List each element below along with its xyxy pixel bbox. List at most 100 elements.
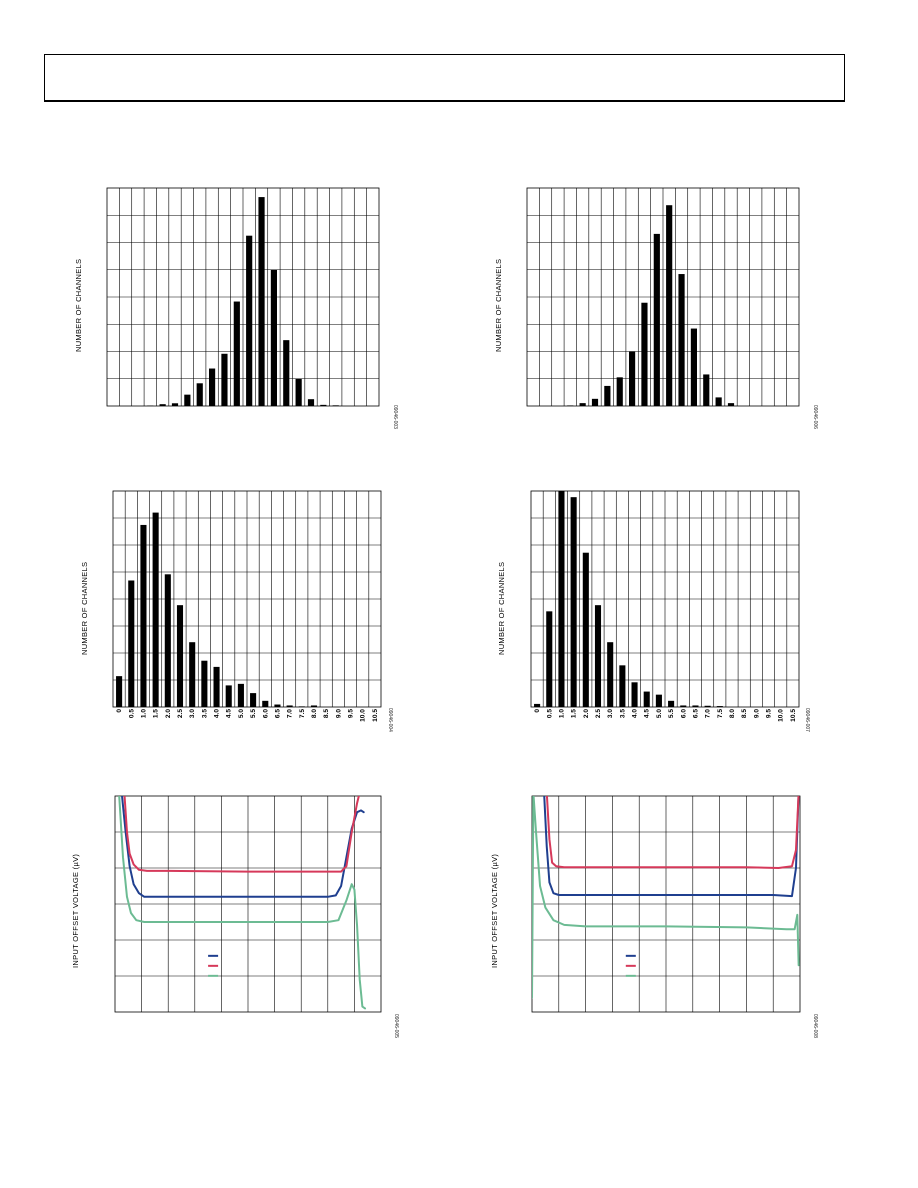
chart-3-bar: [310, 705, 318, 707]
chart-3-tick-label: 8.5: [323, 709, 330, 718]
chart-2-bar: [715, 397, 722, 406]
chart-3-tick-label: 4.0: [214, 709, 221, 718]
chart-3-tick-label: 3.5: [201, 709, 208, 718]
chart-1-bar: [320, 404, 327, 406]
chart-6-fig-id: 09046-008: [812, 1014, 818, 1038]
chart-5-bottom-left-offset-plot: [114, 795, 382, 1013]
chart-3-tick-label: 7.5: [299, 709, 306, 718]
chart-3-grid: [113, 491, 381, 707]
chart-3-bar: [128, 580, 135, 707]
chart-3-bar: [140, 524, 147, 707]
page-header-box: [44, 54, 845, 102]
chart-5-series-line-3: [118, 796, 367, 1010]
chart-2-bar: [579, 403, 586, 406]
chart-4-tick-label: 5.5: [668, 709, 675, 718]
chart-5-fig-id: 09046-005: [393, 1014, 399, 1038]
chart-1-plot-frame: [106, 187, 380, 407]
chart-1-bar: [246, 235, 253, 406]
chart-6-grid: [532, 796, 800, 1012]
chart-1-grid: [107, 188, 379, 406]
chart-3-mid-left-histogram: 0 0.5 1.0 1.5 2.0 2.5 3.0 3.5 4.0 4.5 5.0 5.5 6.0 6.5…: [112, 490, 382, 722]
chart-1-bar: [196, 383, 203, 406]
chart-3-tick-label: 6.0: [262, 709, 269, 718]
chart-2-bar: [666, 205, 673, 406]
chart-5-grid: [115, 796, 381, 1012]
chart-3-tick-label: 7.0: [287, 709, 294, 718]
chart-3-plot-frame: [112, 490, 382, 708]
chart-6-ylabel: INPUT OFFSET VOLTAGE (µV): [490, 853, 499, 968]
chart-4-ylabel: NUMBER OF CHANNELS: [497, 561, 506, 655]
chart-3-bar: [286, 705, 293, 707]
chart-5-ylabel: INPUT OFFSET VOLTAGE (µV): [71, 853, 80, 968]
chart-3-tick-label: 6.5: [274, 709, 281, 718]
chart-3-tick-label: 0.5: [128, 709, 135, 718]
chart-3-bar: [225, 685, 232, 707]
chart-2-bar: [641, 302, 648, 406]
chart-4-fig-id: 09046-007: [804, 708, 810, 732]
chart-2-bar: [690, 328, 697, 406]
chart-4-tick-label: 6.5: [692, 709, 699, 718]
chart-3-bar: [298, 706, 305, 707]
chart-4-tick-label: 1.0: [558, 709, 565, 718]
chart-4-bar: [692, 705, 699, 707]
chart-3-tick-label: 9.5: [348, 709, 355, 718]
chart-1-bar: [295, 378, 302, 406]
chart-4-tick-label: 4.5: [644, 709, 651, 718]
chart-4-bar: [594, 605, 602, 707]
chart-3-tick-label: 4.5: [226, 709, 233, 718]
chart-4-tick-label: 0: [534, 709, 541, 713]
chart-3-tick-label: 3.0: [189, 709, 196, 718]
chart-1-bar: [184, 394, 191, 406]
chart-4-bar: [570, 497, 577, 707]
chart-4-bar: [558, 491, 565, 707]
chart-6-series-line-2: [545, 796, 800, 869]
chart-2-top-right-histogram: [526, 187, 800, 407]
chart-4-bar: [655, 694, 662, 707]
chart-4-bar: [643, 691, 650, 707]
chart-4-bar: [546, 611, 553, 707]
chart-6-series-line-1: [543, 796, 800, 898]
chart-1-ylabel: NUMBER OF CHANNELS: [74, 258, 83, 352]
chart-4-tick-label: 5.0: [656, 709, 663, 718]
chart-4-bar: [680, 705, 687, 707]
chart-3-tick-label: 2.0: [165, 709, 172, 718]
chart-1-bar: [270, 269, 277, 406]
chart-1-fig-id: 09046-003: [392, 405, 398, 429]
chart-3-bar: [237, 683, 244, 707]
chart-5-legend: [208, 954, 219, 977]
chart-4-bar: [619, 665, 626, 707]
chart-3-tick-label: 8.0: [311, 709, 318, 718]
chart-4-tick-label: 2.5: [595, 709, 602, 718]
chart-4-tick-label: 4.0: [632, 709, 639, 718]
chart-4-tick-label: 10.0: [778, 709, 785, 722]
chart-3-tick-label: 1.5: [153, 709, 160, 718]
chart-6-bottom-right-offset-plot: [531, 795, 801, 1013]
chart-2-bar: [629, 351, 636, 406]
chart-4-tick-label: 7.0: [705, 709, 712, 718]
chart-4-tick-label: 0.5: [546, 709, 553, 718]
chart-4-bar: [607, 642, 614, 707]
chart-3-bar: [213, 666, 220, 707]
chart-5-series-line-2: [123, 796, 360, 873]
chart-5-series-group: [118, 796, 367, 1010]
chart-2-bar: [678, 274, 685, 406]
chart-2-bar: [591, 398, 599, 406]
chart-4-tick-label: 8.0: [729, 709, 736, 718]
chart-6-series-line-3: [532, 796, 800, 999]
chart-4-tick-label: 7.5: [717, 709, 724, 718]
chart-4-bar: [716, 706, 723, 707]
chart-3-bar: [262, 700, 269, 707]
chart-3-tick-label: 1.0: [140, 709, 147, 718]
chart-4-bar: [704, 705, 711, 707]
chart-3-bar: [274, 704, 281, 707]
chart-1-bar: [233, 301, 240, 406]
chart-3-fig-id: 09046-004: [387, 708, 393, 732]
chart-5-plot-frame: [114, 795, 382, 1013]
chart-3-bar: [189, 642, 196, 707]
chart-3-tick-label: 10.5: [372, 709, 379, 722]
chart-2-plot-frame: [526, 187, 800, 407]
chart-4-grid: [531, 491, 799, 707]
chart-3-tick-label: 10.0: [360, 709, 367, 722]
chart-2-bar: [567, 405, 574, 406]
chart-4-tick-label: 3.5: [619, 709, 626, 718]
